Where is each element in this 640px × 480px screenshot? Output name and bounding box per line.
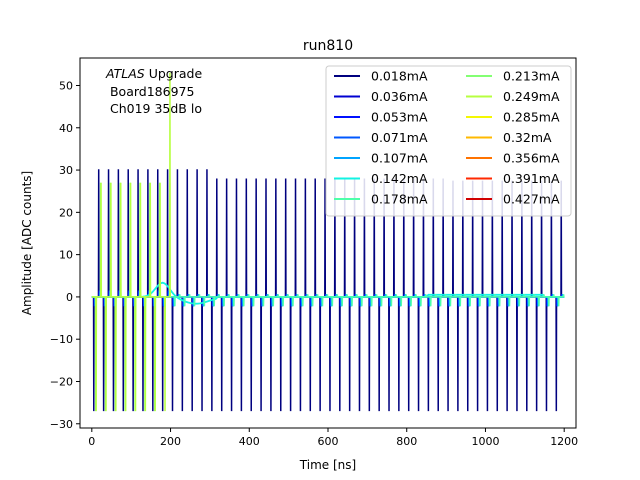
y-tick-label: 40 [59, 122, 73, 135]
y-tick-label: 50 [59, 79, 73, 92]
x-tick-label: 400 [239, 435, 260, 448]
legend-entry: 0.018mA [371, 69, 428, 84]
annotation-atlas: ATLAS [105, 66, 145, 81]
series-line [91, 72, 171, 412]
legend-entry: 0.32mA [503, 130, 552, 145]
x-tick-label: 800 [396, 435, 417, 448]
annotation: ATLAS Upgrade Board186975 Ch019 35dB lo [105, 66, 202, 116]
annotation-channel: Ch019 35dB lo [106, 101, 202, 116]
x-tick-label: 1200 [550, 435, 578, 448]
legend-entry: 0.036mA [371, 89, 428, 104]
legend-entry: 0.249mA [503, 89, 560, 104]
y-axis-label: Amplitude [ADC counts] [20, 171, 34, 315]
legend-entry: 0.427mA [503, 192, 560, 207]
legend-entry: 0.178mA [371, 192, 428, 207]
legend-entry: 0.213mA [503, 69, 560, 84]
legend-entry: 0.142mA [371, 171, 428, 186]
y-tick-label: −10 [50, 333, 73, 346]
x-tick-label: 200 [160, 435, 181, 448]
x-tick-label: 600 [318, 435, 339, 448]
legend-entry: 0.356mA [503, 151, 560, 166]
chart-title: run810 [303, 38, 353, 54]
legend: 0.018mA 0.036mA 0.053mA 0.071mA 0.107mA 0.142… [325, 65, 572, 217]
x-tick-label: 1000 [471, 435, 499, 448]
x-axis-label: Time [ns] [299, 458, 356, 472]
y-tick-label: 30 [59, 164, 73, 177]
legend-entry: 0.107mA [371, 151, 428, 166]
annotation-board: Board186975 [106, 84, 194, 99]
legend-entry: 0.391mA [503, 171, 560, 186]
annotation-upgrade: Upgrade [145, 66, 203, 81]
y-tick-label: −30 [50, 418, 73, 431]
y-tick-label: 10 [59, 249, 73, 262]
y-tick-label: −20 [50, 375, 73, 388]
legend-entry: 0.285mA [503, 110, 560, 125]
y-tick-label: 20 [59, 206, 73, 219]
svg-text:ATLAS Upgrade: ATLAS Upgrade [105, 66, 202, 81]
legend-entry: 0.071mA [371, 130, 428, 145]
x-tick-label: 0 [88, 435, 95, 448]
legend-box [325, 65, 572, 217]
y-tick-label: 0 [66, 291, 73, 304]
series-line [91, 290, 565, 307]
legend-entry: 0.053mA [371, 110, 428, 125]
